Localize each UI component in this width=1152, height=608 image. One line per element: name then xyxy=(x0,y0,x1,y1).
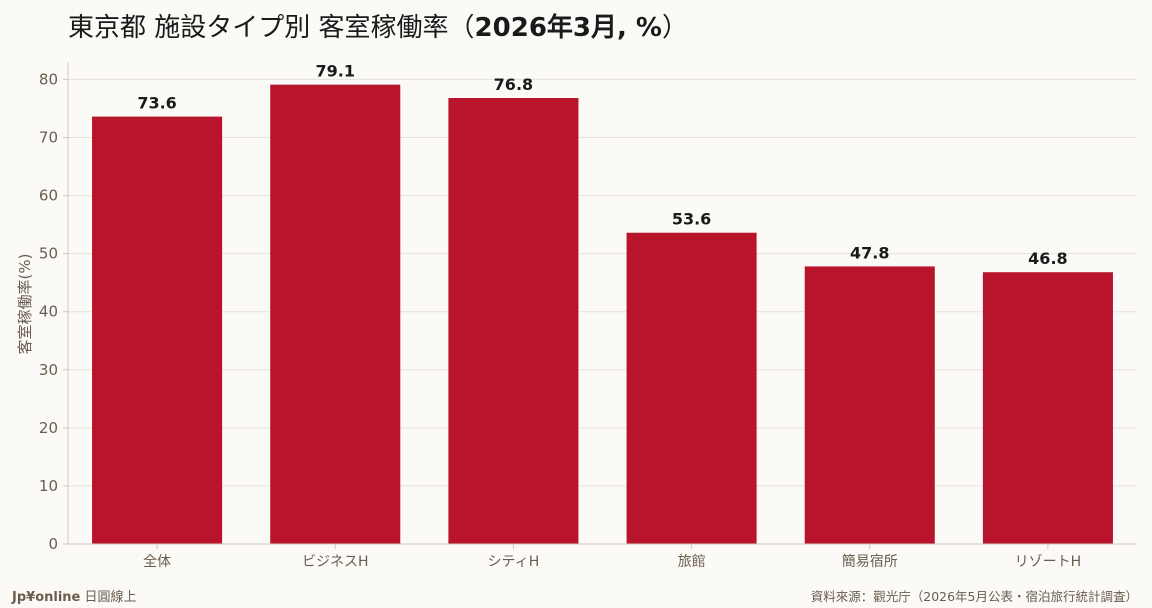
bar-3 xyxy=(448,98,579,544)
x-tick-label-3: シティH xyxy=(488,554,540,570)
data-label-6: 46.8 xyxy=(1028,249,1067,268)
y-tick-label-60: 60 xyxy=(39,187,58,205)
chart-title-main: 東京都 施設タイプ別 客室稼働率 xyxy=(68,13,449,43)
x-tick-label-6: リゾートH xyxy=(1015,554,1082,570)
source-note: 資料來源：觀光庁（2026年5月公表・宿泊旅行統計調査） xyxy=(810,589,1138,604)
data-label-5: 47.8 xyxy=(850,243,889,262)
y-tick-label-30: 30 xyxy=(39,361,58,379)
labels-layer: 73.6 79.1 76.8 53.6 47.8 46.8 xyxy=(137,62,1067,269)
data-label-1: 73.6 xyxy=(137,94,176,113)
x-tick-label-4: 旅館 xyxy=(678,553,706,570)
bar-5 xyxy=(804,266,935,544)
chart-title-bold: 2026年3月, % xyxy=(474,13,662,43)
bar-2 xyxy=(270,84,401,544)
bars-layer xyxy=(92,84,1113,544)
y-tick-label-20: 20 xyxy=(39,419,58,437)
y-tick-label-0: 0 xyxy=(48,535,58,553)
bar-4 xyxy=(626,232,757,544)
grid-layer xyxy=(68,78,1137,487)
bar-6 xyxy=(982,272,1113,544)
brand-tagline: 日圓線上 xyxy=(84,590,137,605)
brand: Jp¥online 日圓線上 xyxy=(12,586,137,605)
x-tick-label-5: 簡易宿所 xyxy=(842,553,898,570)
data-label-3: 76.8 xyxy=(494,75,533,94)
brand-name: Jp¥online xyxy=(12,590,81,605)
chart-title-close: ） xyxy=(661,13,688,43)
bar-1 xyxy=(92,116,223,544)
y-tick-label-50: 50 xyxy=(39,245,58,263)
x-tick-label-1: 全体 xyxy=(143,553,171,570)
x-tick-label-2: ビジネスH xyxy=(302,554,369,570)
chart-title-open: （ xyxy=(448,13,475,43)
data-label-4: 53.6 xyxy=(672,210,711,229)
y-tick-label-70: 70 xyxy=(39,128,58,146)
y-axis-label: 客室稼働率(%) xyxy=(16,254,34,355)
y-tick-label-80: 80 xyxy=(39,70,58,88)
axes-layer: 0 10 20 30 40 50 60 70 80 全体 ビジネスH シティH 旅館 簡易宿所 リゾートH xyxy=(39,62,1137,570)
y-tick-label-10: 10 xyxy=(39,477,58,495)
data-label-2: 79.1 xyxy=(316,62,355,81)
chart-title: 東京都 施設タイプ別 客室稼働率（2026年3月, %） xyxy=(68,10,688,46)
y-tick-label-40: 40 xyxy=(39,303,58,321)
